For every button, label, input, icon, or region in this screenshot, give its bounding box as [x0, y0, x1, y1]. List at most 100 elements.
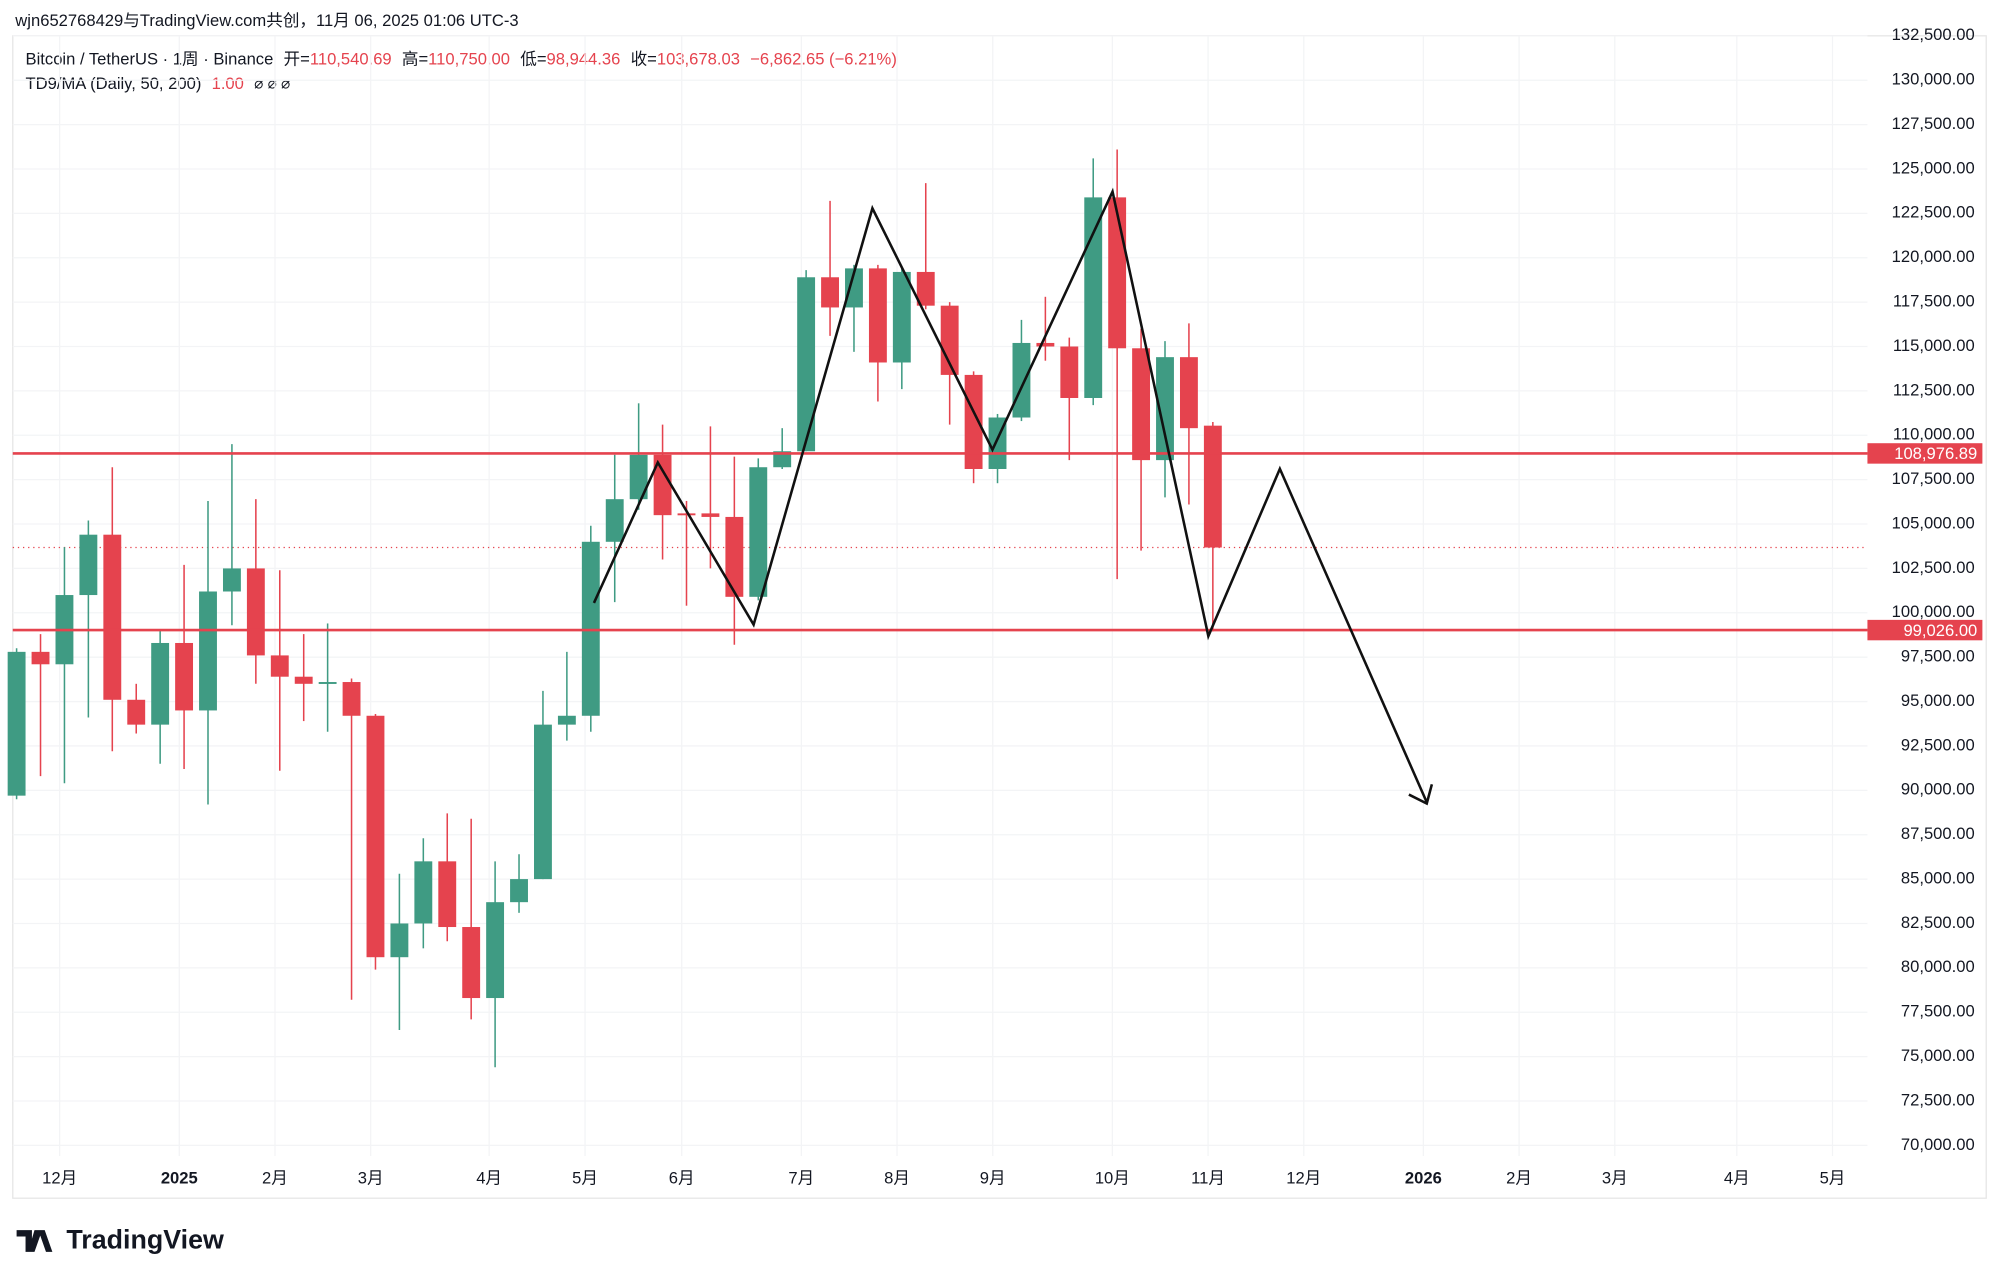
x-tick-label: 2026	[1405, 1168, 1442, 1187]
y-tick-label: 92,500.00	[1901, 735, 1975, 754]
x-tick-label: 8月	[884, 1168, 910, 1187]
candle-body	[438, 861, 457, 928]
legend-key: 高=	[402, 49, 428, 68]
x-tick-label: 6月	[669, 1168, 695, 1187]
candle-body	[701, 513, 720, 517]
indicator-extras: ⌀ ⌀ ⌀	[254, 75, 290, 92]
candle-body	[1060, 346, 1079, 398]
y-tick-label: 75,000.00	[1901, 1046, 1975, 1065]
x-tick-label: 3月	[1602, 1168, 1628, 1187]
candle-body	[294, 676, 313, 684]
y-tick-label: 72,500.00	[1901, 1090, 1975, 1109]
legend-value: 110,540.69	[310, 49, 392, 68]
candle-body	[103, 534, 122, 700]
indicator-value: 1.00	[212, 74, 244, 93]
candle-body	[246, 568, 265, 656]
x-tick-label: 11月	[1191, 1168, 1225, 1187]
candle-body	[677, 513, 696, 516]
candle-body	[916, 271, 935, 306]
x-tick-label: 10月	[1095, 1168, 1130, 1187]
y-tick-label: 102,500.00	[1892, 558, 1975, 577]
candle-body	[964, 374, 983, 469]
candle-body	[127, 699, 146, 725]
candle-body	[821, 277, 839, 308]
candle-body	[773, 451, 792, 468]
candle-body	[390, 923, 409, 958]
level-tag	[1867, 443, 1983, 464]
y-tick-label: 130,000.00	[1892, 70, 1975, 89]
legend-value: 110,750.00	[428, 49, 510, 68]
x-tick-label: 4月	[476, 1168, 502, 1187]
logo-icon	[16, 1230, 53, 1252]
symbol: Bitcoin / TetherUS · 1周 · Binance	[26, 49, 274, 68]
y-tick-label: 90,000.00	[1901, 780, 1975, 799]
candle-body	[892, 271, 911, 363]
candle-body	[151, 642, 170, 725]
y-tick-label: 85,000.00	[1901, 868, 1975, 887]
y-tick-label: 127,500.00	[1892, 114, 1975, 133]
candle-body	[1084, 197, 1103, 398]
candle-body	[414, 861, 433, 924]
x-tick-label: 12月	[42, 1168, 77, 1187]
x-tick-label: 5月	[1820, 1168, 1846, 1187]
legend-key: 收=	[631, 49, 657, 68]
legend: Bitcoin / TetherUS · 1周 · Binance 开= 110,5…	[26, 49, 897, 92]
candle-body	[175, 642, 194, 711]
candle-body	[868, 268, 887, 363]
candle-body	[7, 651, 26, 796]
candle-body	[1132, 348, 1151, 461]
y-tick-label: 105,000.00	[1892, 513, 1975, 532]
x-tick-label: 4月	[1724, 1168, 1750, 1187]
arrow-head	[1408, 784, 1434, 806]
y-tick-label: 87,500.00	[1901, 824, 1975, 843]
candle-body	[1012, 342, 1031, 418]
drawing-path	[592, 187, 1428, 803]
candle-body	[199, 591, 217, 711]
candle-body	[270, 655, 289, 677]
legend-key: 开=	[284, 49, 310, 68]
y-tick-label: 100,000.00	[1892, 602, 1975, 621]
candle-body	[1203, 425, 1222, 548]
x-tick-label: 9月	[980, 1168, 1006, 1187]
y-tick-label: 115,000.00	[1893, 336, 1975, 355]
candle-body	[1036, 342, 1055, 347]
candle-body	[534, 724, 552, 880]
indicator-name: TD9/MA (Daily, 50, 200)	[26, 74, 202, 93]
legend-value: 98,944.36	[547, 49, 621, 68]
candle-body	[940, 305, 959, 375]
legend-key: 低=	[520, 49, 546, 68]
level-tag	[1867, 619, 1983, 641]
candle-body	[462, 927, 481, 999]
candle-body	[557, 715, 576, 725]
candle-body	[342, 682, 361, 716]
candle-body	[1179, 357, 1198, 429]
y-tick-label: 70,000.00	[1901, 1135, 1975, 1154]
logo-text: TradingView	[66, 1225, 224, 1255]
x-tick-label: 5月	[572, 1168, 598, 1187]
candle-body	[725, 516, 744, 597]
candle-body	[605, 499, 624, 542]
y-tick-label: 120,000.00	[1892, 247, 1975, 266]
level-label: 108,976.89	[1894, 444, 1977, 463]
candle-body	[581, 541, 600, 716]
candle-body	[845, 268, 863, 308]
x-tick-label: 7月	[788, 1168, 814, 1187]
x-tick-label: 2月	[262, 1168, 288, 1187]
candle-body	[486, 902, 505, 999]
y-tick-label: 125,000.00	[1892, 158, 1975, 177]
candle-body	[31, 651, 50, 665]
y-tick-label: 77,500.00	[1901, 1002, 1975, 1021]
candle-body	[1108, 197, 1127, 349]
y-tick-label: 117,500.00	[1893, 292, 1975, 311]
y-tick-label: 82,500.00	[1901, 913, 1975, 932]
candle-body	[510, 879, 528, 903]
candle-body	[366, 715, 385, 958]
y-tick-label: 97,500.00	[1901, 647, 1975, 666]
candle-body	[629, 454, 648, 500]
logo: TradingView	[16, 1225, 224, 1255]
x-tick-label: 2月	[1506, 1168, 1532, 1187]
candle-body	[749, 467, 768, 597]
